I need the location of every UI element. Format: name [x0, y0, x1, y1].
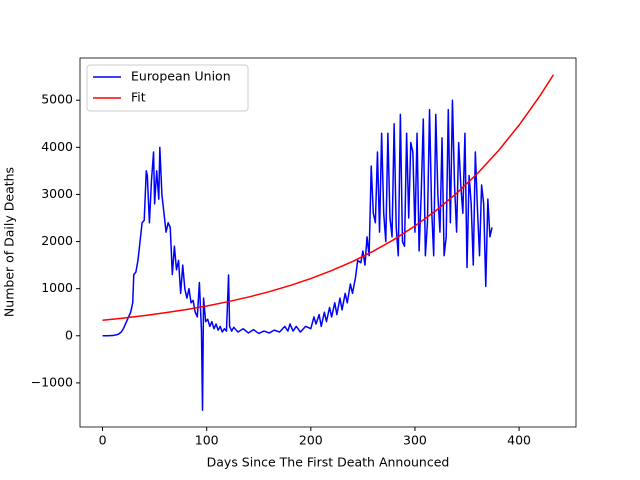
legend-box [86, 64, 249, 112]
y-tick-label: 2000 [41, 233, 73, 248]
data-line [102, 74, 555, 321]
y-tick-label: 4000 [41, 139, 73, 154]
x-tick-label: 0 [99, 433, 107, 448]
y-axis-label: Number of Daily Deaths [2, 167, 17, 317]
x-tick-label: 300 [403, 433, 427, 448]
y-tick-label: 1000 [41, 280, 73, 295]
legend-label: European Union [131, 69, 231, 84]
plot-frame [79, 57, 577, 428]
x-axis-label: Days Since The First Death Announced [207, 455, 450, 470]
y-tick-label: −1000 [31, 374, 73, 389]
x-tick-label: 100 [195, 433, 219, 448]
y-tick-label: 0 [65, 327, 73, 342]
y-tick-label: 3000 [41, 186, 73, 201]
y-tick-label: 5000 [41, 92, 73, 107]
data-line [102, 99, 493, 411]
x-tick-label: 400 [507, 433, 531, 448]
x-tick-label: 200 [299, 433, 323, 448]
legend-label: Fit [131, 90, 146, 105]
